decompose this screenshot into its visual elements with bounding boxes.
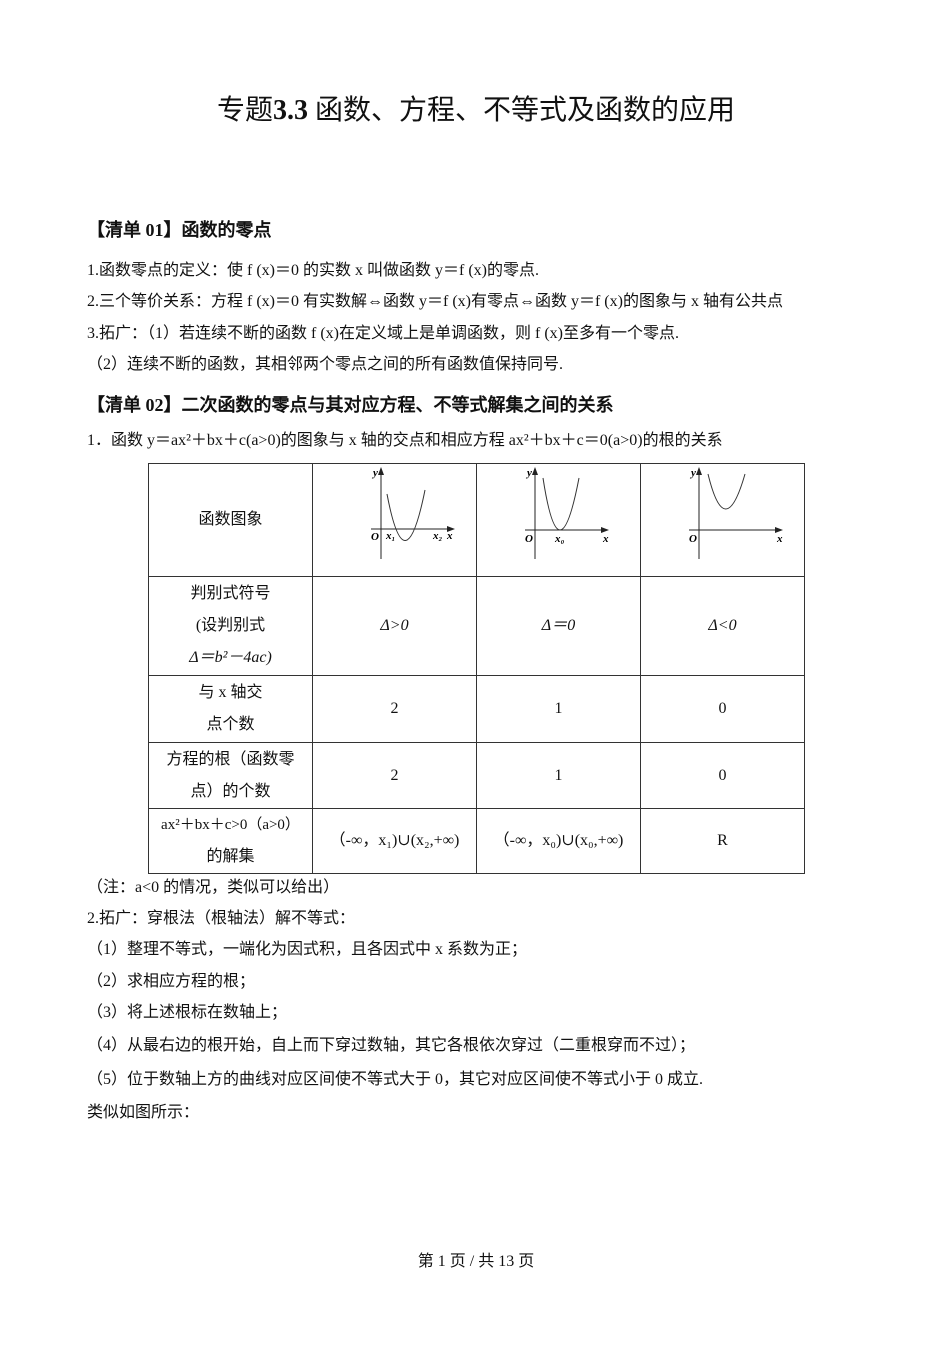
root-label: x₂ bbox=[432, 530, 443, 542]
x-axis-label: x bbox=[446, 530, 453, 542]
table-row: 方程的根（函数零 点）的个数 2 1 0 bbox=[148, 742, 805, 809]
text-line: 2.三个等价关系：方程 f (x)＝0 有实数解⇔函数 y＝f (x)有零点⇔函… bbox=[87, 293, 783, 310]
text-line: （4）从最右边的根开始，自上而下穿过数轴，其它各根依次穿过（二重根穿而不过）； bbox=[87, 1037, 696, 1054]
quadratic-table: 函数图象 y O x₁ x₂ x y O x₀ x bbox=[148, 463, 805, 874]
text-line: 1．函数 y＝ax²＋bx＋c(a>0)的图象与 x 轴的交点和相应方程 ax²… bbox=[87, 432, 723, 449]
table-row: ax²＋bx＋c>0（a>0） 的解集 （-∞，x₁)∪(x₂,+∞) （-∞，x… bbox=[148, 808, 805, 874]
graph-one-root: y O x₀ x bbox=[476, 463, 641, 577]
table-cell: 0 bbox=[640, 675, 805, 743]
y-axis-label: y bbox=[371, 467, 378, 479]
table-cell: Δ<0 bbox=[640, 576, 805, 676]
graph-two-roots: y O x₁ x₂ x bbox=[312, 463, 477, 577]
table-cell: 2 bbox=[312, 742, 477, 809]
text-line: 3.拓广：（1）若连续不断的函数 f (x)在定义域上是单调函数，则 f (x)… bbox=[87, 325, 679, 342]
table-cell: 1 bbox=[476, 742, 641, 809]
origin-label: O bbox=[525, 533, 533, 545]
text-line: （3）将上述根标在数轴上； bbox=[87, 1004, 288, 1021]
y-axis-label: y bbox=[525, 467, 532, 479]
origin-label: O bbox=[371, 531, 379, 543]
table-cell: 1 bbox=[476, 675, 641, 743]
table-cell: （-∞，x₁)∪(x₂,+∞) bbox=[312, 808, 477, 874]
note: （注：a<0 的情况，类似可以给出） bbox=[87, 879, 340, 896]
origin-label: O bbox=[689, 533, 697, 545]
table-cell: 0 bbox=[640, 742, 805, 809]
row-label: ax²＋bx＋c>0（a>0） 的解集 bbox=[148, 808, 313, 874]
x-axis-label: x bbox=[602, 533, 609, 545]
text-line: （2）连续不断的函数，其相邻两个零点之间的所有函数值保持同号. bbox=[87, 356, 564, 373]
row-label: 函数图象 bbox=[148, 463, 313, 577]
section-heading-2: 【清单 02】二次函数的零点与其对应方程、不等式解集之间的关系 bbox=[87, 395, 614, 415]
root-label: x₀ bbox=[554, 533, 565, 545]
y-axis-label: y bbox=[689, 467, 696, 479]
table-cell: 2 bbox=[312, 675, 477, 743]
root-label: x₁ bbox=[385, 530, 395, 542]
table-cell: Δ>0 bbox=[312, 576, 477, 676]
table-cell: R bbox=[640, 808, 805, 874]
page-title: 专题3.3 函数、方程、不等式及函数的应用 bbox=[216, 95, 736, 126]
table-cell: （-∞，x₀)∪(x₀,+∞) bbox=[476, 808, 641, 874]
text-line: 2.拓广：穿根法（根轴法）解不等式： bbox=[87, 910, 356, 927]
row-label: 与 x 轴交 点个数 bbox=[148, 675, 313, 743]
text-line: （2）求相应方程的根； bbox=[87, 973, 256, 990]
page-number: 第 1 页 / 共 13 页 bbox=[417, 1253, 535, 1270]
table-row: 判别式符号 (设判别式 Δ＝b²－4ac) Δ>0 Δ＝0 Δ<0 bbox=[148, 576, 805, 676]
x-axis-label: x bbox=[776, 533, 783, 545]
table-row: 与 x 轴交 点个数 2 1 0 bbox=[148, 675, 805, 743]
table-row: 函数图象 y O x₁ x₂ x y O x₀ x bbox=[148, 463, 805, 577]
row-label: 判别式符号 (设判别式 Δ＝b²－4ac) bbox=[148, 576, 313, 676]
text-line: （5）位于数轴上方的曲线对应区间使不等式大于 0，其它对应区间使不等式小于 0 … bbox=[87, 1071, 704, 1088]
text-line: （1）整理不等式，一端化为因式积，且各因式中 x 系数为正； bbox=[87, 941, 528, 958]
text-line: 类似如图所示： bbox=[87, 1104, 200, 1121]
row-label: 方程的根（函数零 点）的个数 bbox=[148, 742, 313, 809]
section-heading-1: 【清单 01】函数的零点 bbox=[87, 220, 272, 240]
text-line: 1.函数零点的定义：使 f (x)＝0 的实数 x 叫做函数 y＝f (x)的零… bbox=[87, 262, 539, 279]
table-cell: Δ＝0 bbox=[476, 576, 641, 676]
graph-no-root: y O x bbox=[640, 463, 805, 577]
